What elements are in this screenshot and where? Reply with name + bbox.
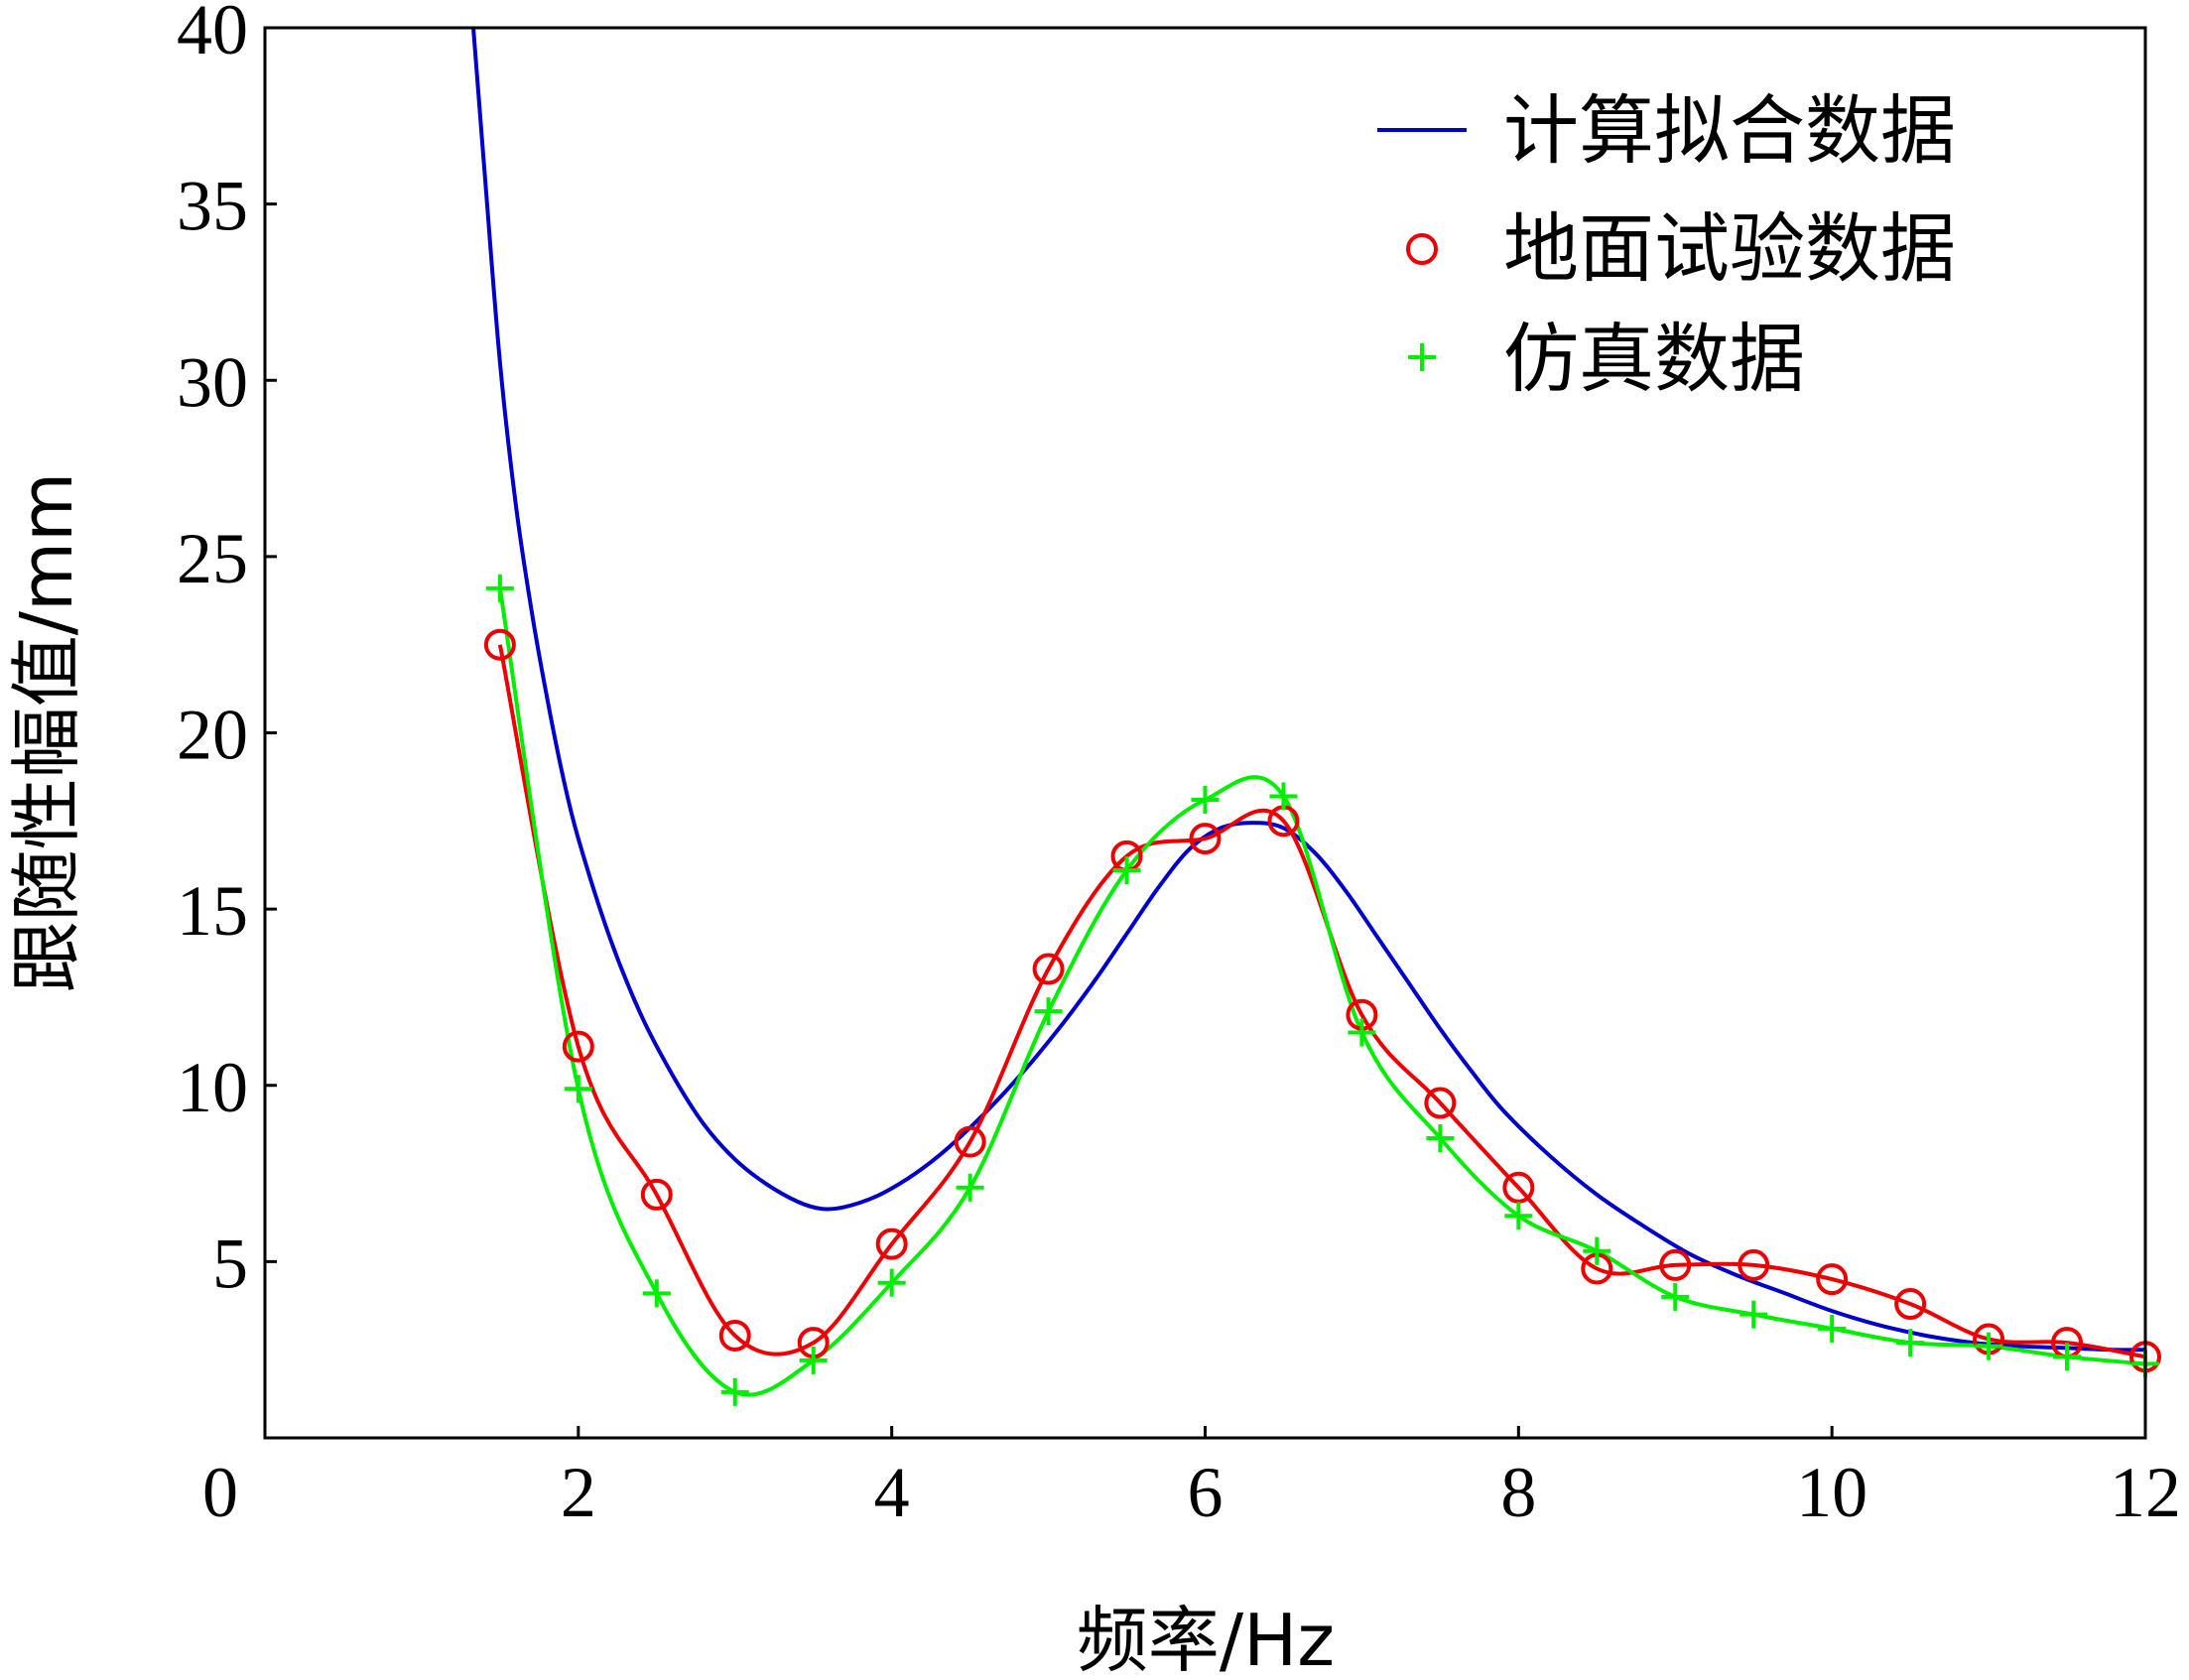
- legend-plus-swatch: [1408, 343, 1436, 371]
- data-point-ground-test: [875, 1228, 908, 1260]
- x-tick-label: 12: [2110, 1453, 2181, 1532]
- series-lines: [471, 27, 2146, 1397]
- data-point-simulation: [1661, 1282, 1690, 1311]
- legend: 计算拟合数据 地面试验数据 仿真数据: [1377, 86, 1956, 403]
- data-point-ground-test: [1738, 1248, 1770, 1281]
- data-point-simulation: [1269, 782, 1298, 811]
- data-point-ground-test: [483, 628, 516, 661]
- x-tick-label: 0: [202, 1453, 238, 1532]
- data-point-simulation: [1975, 1332, 2003, 1360]
- y-tick-label: 10: [177, 1048, 248, 1127]
- data-point-simulation: [564, 1075, 592, 1103]
- data-point-ground-test: [718, 1319, 751, 1352]
- y-tick-label: 30: [177, 342, 248, 422]
- legend-circle-swatch: [1406, 233, 1438, 265]
- x-tick-label: 2: [561, 1453, 596, 1532]
- y-tick-label: 20: [177, 696, 248, 775]
- data-point-simulation: [877, 1268, 906, 1297]
- data-point-ground-test: [1032, 953, 1065, 985]
- y-tick-label: 35: [177, 167, 248, 246]
- data-point-simulation: [720, 1377, 749, 1406]
- data-point-simulation: [956, 1173, 984, 1202]
- data-point-ground-test: [1189, 823, 1222, 855]
- data-point-simulation: [2053, 1343, 2082, 1371]
- data-point-simulation: [642, 1279, 671, 1308]
- y-axis-title: 跟随性幅值/mm: [5, 472, 88, 993]
- series-line-simulation: [497, 587, 2146, 1397]
- series-line-fit: [471, 27, 2146, 1353]
- data-point-ground-test: [1502, 1171, 1535, 1204]
- series-markers: [483, 574, 2161, 1406]
- data-point-simulation: [1504, 1202, 1533, 1230]
- data-point-simulation: [1112, 856, 1141, 885]
- data-point-simulation: [1034, 997, 1063, 1026]
- x-tick-label: 4: [874, 1453, 910, 1532]
- data-point-simulation: [1896, 1329, 1925, 1357]
- series-line-ground-test: [497, 644, 2146, 1359]
- data-point-simulation: [1818, 1314, 1847, 1343]
- data-point-ground-test: [1424, 1087, 1457, 1119]
- data-point-ground-test: [1659, 1248, 1692, 1281]
- y-tick-label: 25: [177, 519, 248, 598]
- data-point-ground-test: [1894, 1288, 1927, 1321]
- x-tick-label: 8: [1500, 1453, 1536, 1532]
- data-point-simulation: [1191, 785, 1220, 814]
- legend-label-fit: 计算拟合数据: [1503, 86, 1956, 175]
- y-tick-label: 15: [177, 871, 248, 951]
- x-tick-label: 10: [1796, 1453, 1867, 1532]
- x-tick-label: 6: [1188, 1453, 1223, 1532]
- data-point-ground-test: [954, 1125, 986, 1158]
- data-point-simulation: [799, 1346, 828, 1374]
- x-axis-title: 频率/Hz: [1077, 1599, 1335, 1680]
- data-point-simulation: [1583, 1236, 1611, 1265]
- axis-ticks: 0 2 4 6 8 10 12 5 10 15 20 25 30 35 40: [177, 0, 2181, 1532]
- data-point-simulation: [1426, 1124, 1455, 1153]
- data-point-ground-test: [640, 1178, 673, 1211]
- y-tick-label: 40: [177, 0, 248, 69]
- data-point-ground-test: [1816, 1263, 1849, 1296]
- data-point-simulation: [485, 574, 514, 602]
- data-point-simulation: [1739, 1300, 1768, 1329]
- legend-label-simulation: 仿真数据: [1503, 315, 1805, 403]
- y-tick-label: 5: [212, 1224, 248, 1303]
- data-point-ground-test: [562, 1030, 594, 1063]
- legend-label-ground-test: 地面试验数据: [1503, 204, 1956, 293]
- data-point-simulation: [1348, 1018, 1376, 1047]
